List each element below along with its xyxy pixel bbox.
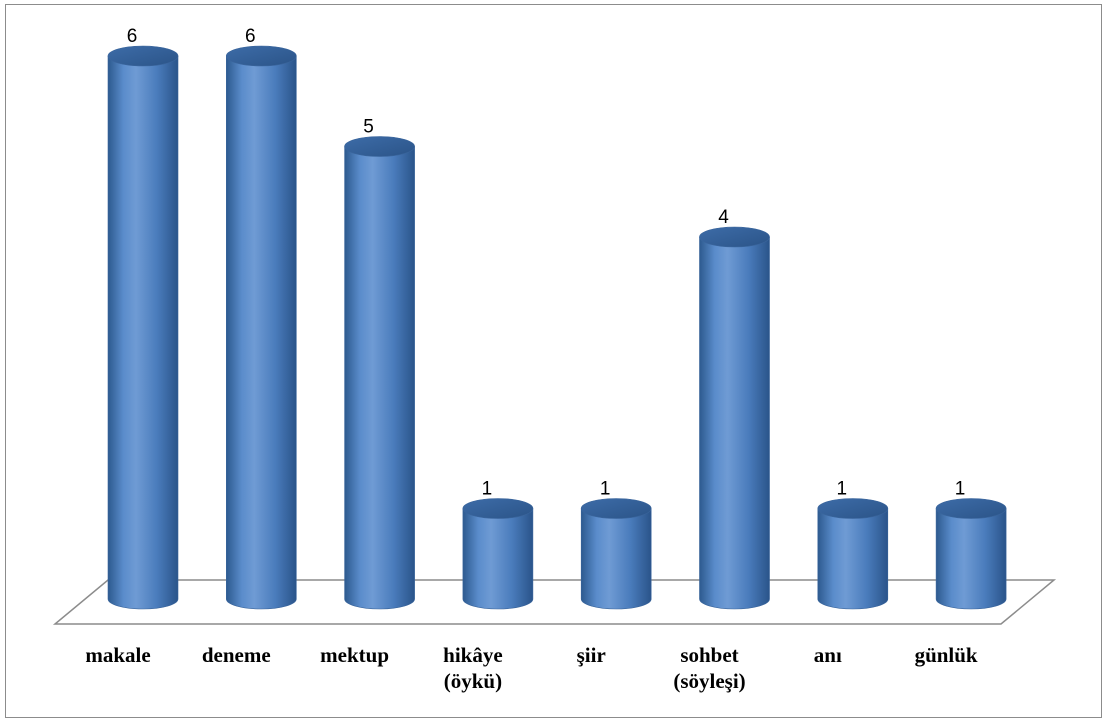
- category-label: mektup: [320, 643, 389, 667]
- bar-top-cap: [462, 498, 534, 519]
- category-label: anı: [814, 643, 842, 667]
- bar-body: [699, 236, 770, 610]
- bars-group: [107, 45, 1007, 610]
- bar-4: [462, 498, 534, 610]
- category-label: hikâye (öykü): [443, 643, 503, 693]
- bar-body: [462, 508, 534, 610]
- category-label: makale: [85, 643, 150, 667]
- category-label: sohbet (söyleşi): [673, 643, 745, 693]
- bar-body: [935, 508, 1007, 610]
- bar-3: [344, 136, 415, 610]
- bar-top-cap: [935, 498, 1007, 519]
- bar-5: [580, 498, 652, 610]
- bar-8: [935, 498, 1007, 610]
- data-label: 6: [245, 26, 256, 47]
- bar-6: [699, 226, 770, 610]
- data-label: 1: [837, 479, 848, 500]
- category-label: günlük: [915, 643, 978, 667]
- bar-top-cap: [107, 45, 179, 67]
- bar-7: [817, 498, 889, 610]
- data-label: 1: [482, 479, 493, 500]
- bar-2: [225, 45, 297, 610]
- bar-top-cap: [580, 498, 652, 519]
- bar-top-cap: [817, 498, 889, 519]
- category-labels-group: makale deneme mektup hikâye (öykü) şiir sohbet…: [85, 643, 978, 693]
- data-label: 5: [363, 117, 374, 138]
- bar-top-cap: [344, 136, 415, 157]
- data-label: 4: [718, 207, 729, 228]
- data-labels-group: 6 6 5 1 1 4 1 1: [127, 26, 966, 500]
- bar-body: [226, 55, 297, 610]
- bar-body: [817, 508, 889, 610]
- data-label: 1: [600, 479, 611, 500]
- bar-body: [580, 508, 652, 610]
- floor-plane: [52, 579, 1057, 625]
- chart-floor: [52, 579, 1057, 625]
- bar-body: [344, 146, 415, 610]
- category-label: şiir: [577, 643, 606, 667]
- bar-body: [107, 55, 179, 610]
- bar-top-cap: [699, 226, 770, 248]
- category-label: deneme: [202, 643, 271, 667]
- data-label: 1: [955, 479, 966, 500]
- bar-1: [107, 45, 179, 610]
- data-label: 6: [127, 26, 138, 47]
- bar-top-cap: [225, 45, 297, 67]
